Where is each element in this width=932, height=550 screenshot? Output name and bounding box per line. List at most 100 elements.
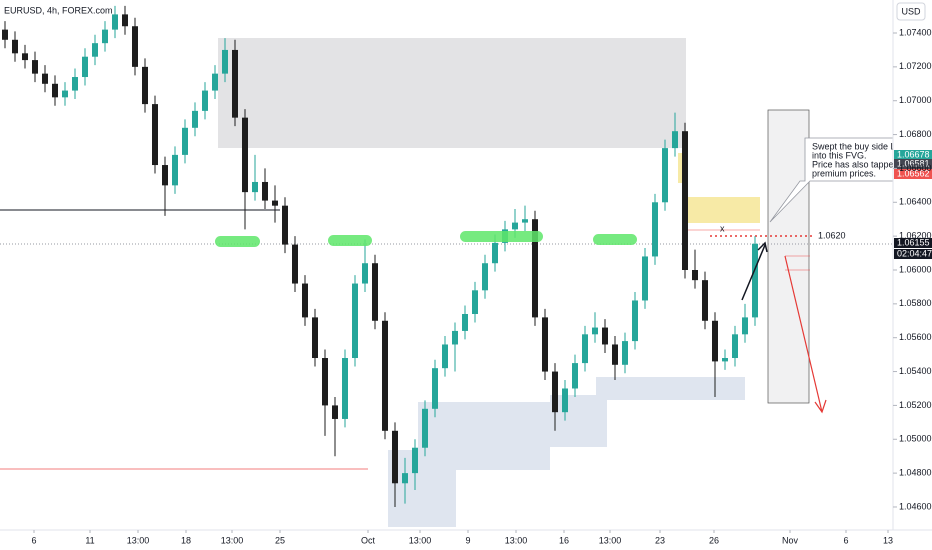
y-tick-label: 1.04800 — [899, 467, 932, 477]
candle-body — [32, 60, 38, 74]
candle-body — [362, 263, 368, 284]
candle-body — [582, 334, 588, 364]
x-tick-label: 13 — [883, 535, 893, 545]
candle-body — [462, 314, 468, 331]
candle-body — [382, 320, 388, 431]
candle-body — [92, 43, 98, 57]
candle-body — [232, 49, 238, 118]
candle-body — [532, 219, 538, 318]
candle-body — [172, 154, 178, 186]
candle-body — [592, 327, 598, 335]
x-tick-label: 16 — [559, 535, 569, 545]
candle-body — [192, 110, 198, 128]
candle-body — [612, 344, 618, 365]
price-axis — [893, 0, 932, 530]
x-tick-label: 13:00 — [505, 535, 528, 545]
y-tick-label: 1.06200 — [899, 231, 932, 241]
y-tick-label: 1.07000 — [899, 95, 932, 105]
candle-body — [332, 405, 338, 419]
symbol-title: EURUSD, 4h, FOREX.com — [4, 5, 113, 15]
x-tick-label: 25 — [275, 535, 285, 545]
candle-body — [302, 283, 308, 318]
candle-body — [692, 269, 698, 281]
highlight — [215, 236, 260, 247]
candle-body — [112, 14, 118, 30]
y-tick-label: 1.07200 — [899, 61, 932, 71]
candle-body — [642, 256, 648, 301]
y-tick-label: 1.07400 — [899, 27, 932, 37]
candle-body — [562, 388, 568, 413]
x-tick-label: 11 — [85, 535, 94, 545]
x-tick-label: 9 — [465, 535, 470, 545]
highlight — [593, 234, 637, 245]
candle-body — [632, 300, 638, 342]
callout-text: Price has also tapped — [812, 159, 899, 169]
candle-body — [702, 280, 708, 321]
candle-body — [602, 327, 608, 345]
supply-zone — [218, 38, 686, 148]
badge-label: 1.06155 — [897, 237, 930, 247]
y-tick-label: 1.06400 — [899, 197, 932, 207]
y-tick-label: 1.05200 — [899, 400, 932, 410]
badge-bg — [894, 159, 932, 169]
candle-body — [12, 39, 18, 54]
x-tick-label: 13:00 — [599, 535, 622, 545]
candle-body — [722, 358, 728, 362]
candle-body — [412, 447, 418, 474]
candle-body — [552, 371, 558, 413]
candles — [2, 5, 758, 507]
candle-body — [422, 408, 428, 448]
badge-label: 02:04:47 — [897, 248, 932, 258]
y-tick-label: 1.05800 — [899, 298, 932, 308]
sweep-mark: x — [720, 223, 725, 233]
candle-body — [312, 317, 318, 359]
candle-body — [752, 243, 758, 318]
markups: Swept the buy side LQ into this FVG. Pri… — [215, 137, 903, 414]
x-tick-label: 6 — [843, 535, 848, 545]
candle-body — [742, 317, 748, 335]
candle-body — [102, 29, 108, 44]
demand-zone — [550, 395, 607, 447]
badge-label: 1.06562 — [897, 168, 930, 178]
y-tick-label: 1.06600 — [899, 163, 932, 173]
y-tick-label: 1.06000 — [899, 264, 932, 274]
candle-body — [122, 14, 128, 27]
candle-body — [272, 200, 278, 206]
badge-bg — [894, 169, 932, 179]
x-tick-label: Oct — [361, 535, 376, 545]
y-tick-label: 1.06800 — [899, 129, 932, 139]
candle-body — [712, 320, 718, 362]
y-tick-label: 1.05000 — [899, 434, 932, 444]
candle-body — [62, 90, 68, 98]
candle-body — [432, 368, 438, 409]
badge-label: 1.06581 — [897, 158, 930, 168]
candle-body — [42, 73, 48, 84]
x-tick-label: 13:00 — [409, 535, 432, 545]
badge-bg — [894, 249, 932, 259]
candle-body — [482, 263, 488, 291]
candle-body — [352, 283, 358, 359]
currency-button[interactable] — [896, 2, 926, 21]
callout-text: into this FVG. — [812, 150, 867, 160]
level-label: 1.0620 — [818, 230, 846, 240]
demand-zone — [596, 377, 745, 400]
highlight — [328, 235, 372, 246]
candle-body — [52, 83, 58, 98]
candle-body — [652, 202, 658, 257]
fvg-zone — [683, 197, 760, 223]
candle-body — [662, 148, 668, 203]
candle-body — [22, 53, 28, 61]
candle-body — [342, 358, 348, 419]
candle-body — [252, 181, 258, 193]
demand-zone — [418, 402, 550, 470]
x-tick-label: 23 — [655, 535, 665, 545]
y-tick-label: 1.05400 — [899, 366, 932, 376]
candle-body — [322, 358, 328, 406]
x-tick-label: 6 — [31, 535, 36, 545]
candle-body — [402, 473, 408, 484]
x-tick-label: 13:00 — [127, 535, 150, 545]
currency: USD — [901, 6, 921, 16]
candle-body — [292, 244, 298, 284]
